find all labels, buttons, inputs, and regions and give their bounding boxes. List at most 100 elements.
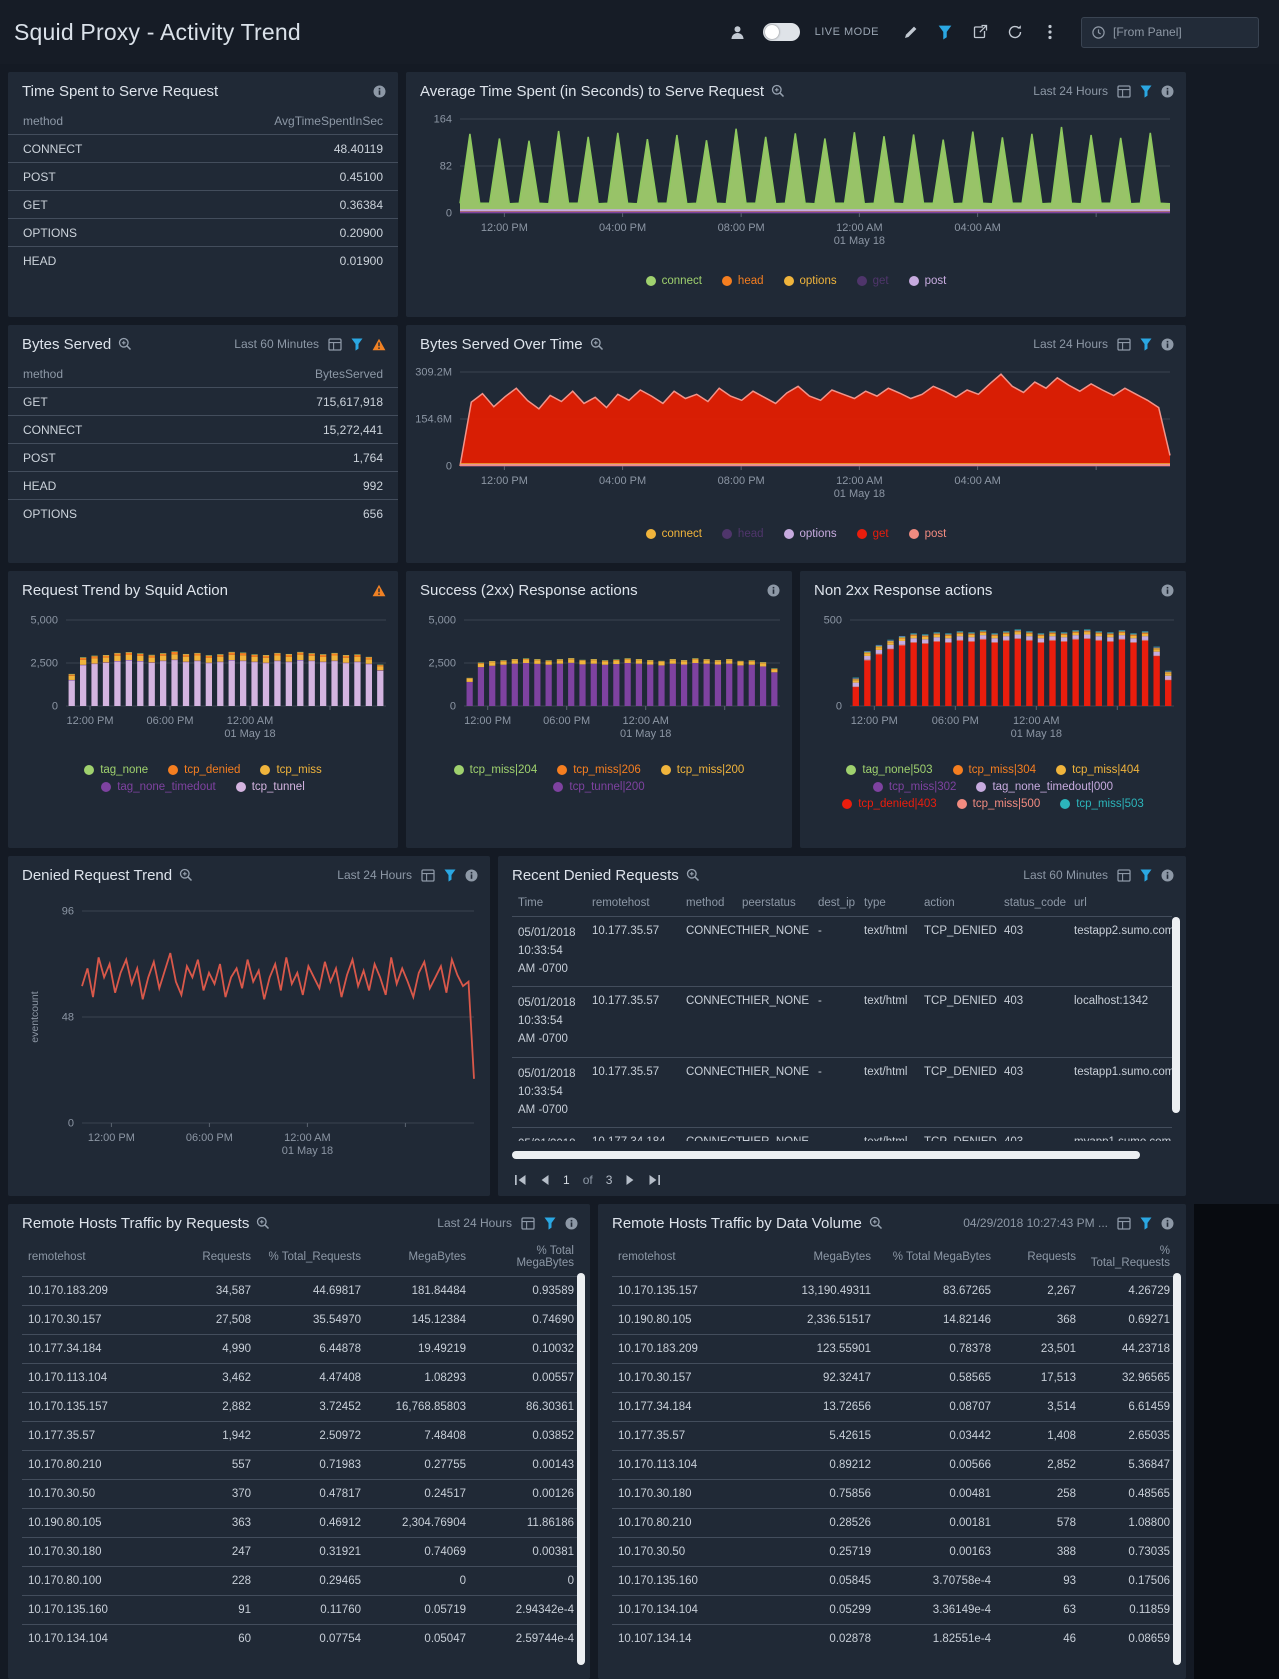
legend-item-tag_none[interactable]: tag_none — [84, 764, 148, 776]
zoom-in-icon[interactable] — [256, 1216, 270, 1230]
panel-recent-denied-requests: Recent Denied Requests Last 60 Minutes T… — [498, 856, 1186, 1196]
table-view-icon[interactable] — [1117, 337, 1131, 351]
pagination-prev-button[interactable] — [540, 1174, 550, 1186]
legend-item-tcp_miss|302[interactable]: tcp_miss|302 — [872, 781, 956, 793]
zoom-in-icon[interactable] — [118, 337, 132, 351]
table-row: 10.170.80.210 0.28526 0.00181 578 1.08800 — [612, 1508, 1176, 1538]
kebab-menu-icon[interactable] — [1040, 22, 1060, 42]
warning-icon[interactable] — [372, 338, 386, 351]
table-view-icon[interactable] — [1117, 1216, 1131, 1230]
legend-item-options[interactable]: options — [783, 528, 837, 540]
remotehost-cell: 10.107.134.14 — [612, 1624, 762, 1653]
legend-item-connect[interactable]: connect — [645, 275, 702, 287]
info-icon[interactable] — [767, 584, 780, 597]
pagination-first-button[interactable] — [514, 1174, 527, 1186]
legend-dot — [721, 276, 732, 286]
value-cell: 0 — [472, 1566, 580, 1596]
panel-non-2xx-response-actions: Non 2xx Response actions 0 500 12:00 PM 06:… — [800, 571, 1186, 848]
zoom-in-icon[interactable] — [771, 84, 785, 98]
legend-item-tcp_miss|304[interactable]: tcp_miss|304 — [952, 764, 1036, 776]
zoom-in-icon[interactable] — [179, 868, 193, 882]
legend-item-post[interactable]: post — [908, 528, 947, 540]
value-cell: 5.36847 — [1082, 1450, 1176, 1480]
legend-dot — [842, 799, 853, 809]
legend-row: tcp_miss|204 tcp_miss|206 tcp_miss|200 — [453, 764, 744, 776]
legend-item-tag_none_timedout|000[interactable]: tag_none_timedout|000 — [976, 781, 1113, 793]
method-cell: GET — [23, 198, 48, 212]
zoom-in-icon[interactable] — [869, 1216, 883, 1230]
share-export-icon[interactable] — [970, 22, 990, 42]
recent-denied-table-scroll[interactable]: Time remotehost method peerstatus dest_ip typ… — [512, 889, 1172, 1141]
column-header: % Total_Requests — [268, 1251, 361, 1263]
legend-item-get[interactable]: get — [856, 275, 889, 287]
legend-item-connect[interactable]: connect — [645, 528, 702, 540]
filter-icon[interactable] — [544, 1217, 556, 1230]
legend-item-post[interactable]: post — [908, 275, 946, 287]
vertical-scrollbar[interactable] — [577, 1273, 585, 1665]
legend-item-tcp_miss|404[interactable]: tcp_miss|404 — [1056, 764, 1140, 776]
filter-icon[interactable] — [351, 338, 363, 351]
info-icon[interactable] — [1161, 85, 1174, 98]
legend-label: post — [924, 528, 947, 540]
legend-item-tcp_miss|204[interactable]: tcp_miss|204 — [453, 764, 537, 776]
method-cell: GET — [23, 395, 48, 409]
legend-item-tcp_miss[interactable]: tcp_miss — [260, 764, 322, 776]
zoom-in-icon[interactable] — [590, 337, 604, 351]
refresh-icon[interactable] — [1005, 22, 1025, 42]
info-icon[interactable] — [465, 869, 478, 882]
legend-item-head[interactable]: head — [721, 528, 764, 540]
legend-item-tcp_tunnel[interactable]: tcp_tunnel — [235, 781, 305, 793]
column-header: type — [864, 897, 886, 909]
pagination-next-button[interactable] — [625, 1174, 635, 1186]
legend-item-tcp_denied|403[interactable]: tcp_denied|403 — [842, 798, 937, 810]
live-mode-toggle[interactable] — [762, 23, 800, 41]
table-view-icon[interactable] — [1117, 84, 1131, 98]
table-view-icon[interactable] — [521, 1216, 535, 1230]
info-icon[interactable] — [1161, 1217, 1174, 1230]
legend-item-tcp_denied[interactable]: tcp_denied — [168, 764, 240, 776]
horizontal-scrollbar[interactable] — [512, 1151, 1140, 1159]
svg-text:12:00 PM: 12:00 PM — [481, 222, 528, 234]
vertical-scrollbar[interactable] — [1173, 1273, 1181, 1665]
table-view-icon[interactable] — [421, 868, 435, 882]
table-row: 10.170.30.180 0.75856 0.00481 258 0.48565 — [612, 1479, 1176, 1509]
filter-icon[interactable] — [444, 869, 456, 882]
value-cell: 2,267 — [997, 1276, 1082, 1306]
legend-item-tcp_miss|503[interactable]: tcp_miss|503 — [1060, 798, 1144, 810]
info-icon[interactable] — [1161, 338, 1174, 351]
info-icon[interactable] — [373, 85, 386, 98]
remotehost-cell: 10.170.183.209 — [22, 1276, 172, 1306]
clock-icon — [1092, 25, 1105, 39]
from-panel-search-input[interactable]: [From Panel] — [1081, 16, 1259, 48]
legend-item-options[interactable]: options — [783, 275, 837, 287]
table-view-icon[interactable] — [1117, 868, 1131, 882]
legend-item-tcp_miss|206[interactable]: tcp_miss|206 — [557, 764, 641, 776]
legend-item-tag_none_timedout[interactable]: tag_none_timedout — [101, 781, 216, 793]
edit-pencil-icon[interactable] — [900, 22, 920, 42]
legend-dot — [976, 782, 987, 792]
filter-icon[interactable] — [1140, 869, 1152, 882]
info-icon[interactable] — [565, 1217, 578, 1230]
legend-item-get[interactable]: get — [856, 528, 889, 540]
table-row: 10.190.80.105 2,336.51517 14.82146 368 0.692… — [612, 1305, 1176, 1335]
value-cell: 15,272,441 — [322, 423, 383, 437]
value-cell: 258 — [997, 1479, 1082, 1509]
table-view-icon[interactable] — [328, 337, 342, 351]
legend-item-tcp_miss|200[interactable]: tcp_miss|200 — [660, 764, 744, 776]
filter-icon[interactable] — [935, 22, 955, 42]
vertical-scrollbar[interactable] — [1172, 917, 1180, 1113]
info-icon[interactable] — [1161, 869, 1174, 882]
legend-item-head[interactable]: head — [721, 275, 764, 287]
svg-text:08:00 PM: 08:00 PM — [718, 475, 765, 487]
filter-icon[interactable] — [1140, 1217, 1152, 1230]
legend-item-tcp_tunnel|200[interactable]: tcp_tunnel|200 — [553, 781, 645, 793]
pagination-last-button[interactable] — [648, 1174, 661, 1186]
filter-icon[interactable] — [1140, 85, 1152, 98]
legend-item-tag_none|503[interactable]: tag_none|503 — [846, 764, 933, 776]
zoom-in-icon[interactable] — [686, 868, 700, 882]
warning-icon[interactable] — [372, 584, 386, 597]
legend-item-tcp_miss|500[interactable]: tcp_miss|500 — [956, 798, 1040, 810]
filter-icon[interactable] — [1140, 338, 1152, 351]
info-icon[interactable] — [1161, 584, 1174, 597]
column-header: remotehost — [28, 1251, 86, 1263]
